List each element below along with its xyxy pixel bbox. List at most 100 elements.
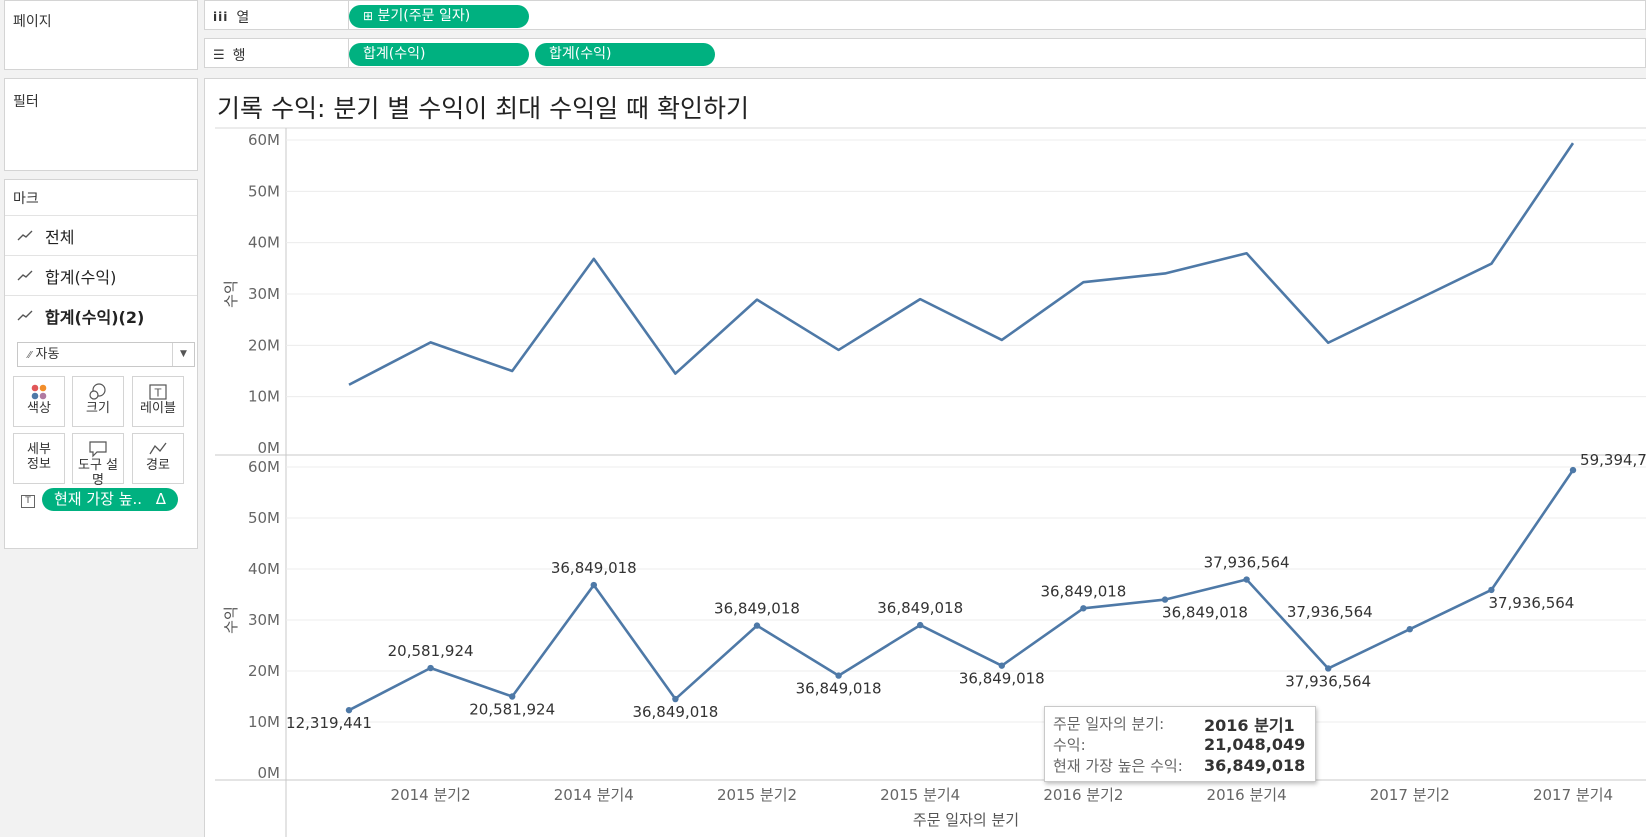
data-point	[1243, 576, 1250, 583]
data-label: 59,394,704	[1580, 451, 1646, 469]
data-point	[1161, 596, 1169, 603]
data-label: 36,849,018	[551, 559, 637, 577]
marks-title: 마크	[13, 191, 39, 207]
marks-row-sum-profit-2[interactable]: 합계(수익)(2)	[5, 295, 197, 335]
data-point	[1080, 605, 1087, 612]
color-button[interactable]: 색상	[13, 376, 65, 427]
data-point	[917, 621, 924, 629]
path-button[interactable]: 경로	[132, 433, 184, 484]
color-dots-icon	[14, 377, 64, 401]
rows-drop-area[interactable]: 합계(수익) 합계(수익)	[348, 39, 1645, 67]
detail-button-label-line: 세부 정보	[27, 442, 51, 472]
data-label: 36,849,018	[714, 600, 800, 618]
label-field-pill[interactable]: 현재 가장 높.. Δ	[42, 488, 178, 511]
marks-row-label: 합계(수익)(2)	[45, 307, 145, 327]
y-tick-label: 40M	[248, 234, 280, 252]
label-button-label: 레이블	[140, 401, 176, 416]
size-button[interactable]: 크기	[72, 376, 124, 427]
y-tick-label: 10M	[248, 713, 280, 731]
x-tick-label: 2015 분기4	[880, 786, 960, 804]
data-label: 36,849,018	[632, 703, 718, 721]
data-point	[590, 581, 597, 589]
pages-title: 페이지	[13, 14, 52, 30]
color-button-label: 색상	[27, 401, 51, 416]
svg-text:T: T	[154, 387, 162, 400]
x-tick-label: 2017 분기2	[1370, 786, 1450, 804]
data-point	[509, 693, 516, 700]
tooltip-value: 2016 분기1	[1204, 715, 1295, 735]
marks-row-label: 합계(수익)	[45, 267, 117, 287]
rows-shelf-label: ☰ 행	[213, 45, 246, 65]
line-mark-icon	[17, 230, 33, 240]
series-line	[348, 142, 1575, 386]
label-field-icon: T	[21, 495, 35, 508]
marks-row-all[interactable]: 전체	[5, 215, 197, 255]
data-label: 36,849,018	[877, 599, 963, 617]
tooltip: 주문 일자의 분기: 2016 분기1 수익: 21,048,049 현재 가장…	[1044, 706, 1316, 782]
data-label: 37,936,564	[1488, 594, 1574, 612]
data-label: 36,849,018	[1040, 582, 1126, 600]
data-point	[427, 664, 434, 672]
x-tick-label: 2014 분기4	[554, 786, 634, 804]
data-label: 37,936,564	[1285, 672, 1371, 690]
columns-shelf: iii 열 ⊞ 분기(주문 일자)	[204, 0, 1646, 30]
mark-type-value: 자동	[35, 347, 60, 362]
marks-row-label: 전체	[45, 227, 75, 247]
filters-panel[interactable]: 필터	[4, 78, 198, 171]
data-point	[672, 695, 679, 703]
rows-pill-sum-profit-2[interactable]: 합계(수익)	[535, 43, 715, 66]
marks-row-sum-profit[interactable]: 합계(수익)	[5, 255, 197, 295]
expand-icon: ⊞	[363, 9, 374, 23]
data-label: 20,581,924	[469, 701, 555, 719]
y-tick-label: 60M	[248, 458, 280, 476]
x-tick-label: 2016 분기4	[1207, 786, 1287, 804]
tooltip-key: 수익:	[1053, 736, 1086, 754]
data-label: 36,849,018	[1162, 604, 1248, 622]
detail-button[interactable]: 세부 정보	[13, 433, 65, 484]
y-axis-title: 수익	[222, 606, 240, 634]
tooltip-icon	[73, 434, 123, 458]
marks-panel: 마크 전체 합계(수익) 합계(수익)(2) ⁄⁄ 자동 ▼ 색상 크기 T 레…	[4, 179, 198, 549]
data-point	[1488, 586, 1495, 594]
data-label: 36,849,018	[959, 670, 1045, 688]
y-axis-title: 수익	[222, 280, 240, 308]
y-tick-label: 40M	[248, 560, 280, 578]
data-point	[753, 622, 761, 629]
y-tick-label: 30M	[248, 611, 280, 629]
tooltip-button[interactable]: 도구 설명	[72, 433, 124, 488]
tooltip-key: 주문 일자의 분기:	[1053, 715, 1165, 733]
tooltip-value: 36,849,018	[1204, 756, 1306, 775]
columns-icon: iii	[213, 10, 229, 24]
view-title: 기록 수익: 분기 별 수익이 최대 수익일 때 확인하기	[217, 94, 749, 123]
tooltip-button-label: 도구 설명	[77, 458, 118, 488]
tooltip-value: 21,048,049	[1204, 735, 1306, 754]
size-icon	[73, 377, 123, 401]
series-line	[348, 469, 1575, 712]
data-point	[835, 672, 842, 679]
data-label: 12,319,441	[286, 714, 372, 732]
mark-type-dropdown[interactable]: ⁄⁄ 자동 ▼	[17, 342, 195, 367]
detail-button-label: 세부 정보	[14, 434, 64, 472]
rows-pill-label: 합계(수익)	[549, 46, 612, 62]
y-tick-label: 50M	[248, 509, 280, 527]
data-label: 37,936,564	[1204, 554, 1290, 572]
worksheet-view[interactable]: 기록 수익: 분기 별 수익이 최대 수익일 때 확인하기	[204, 78, 1646, 837]
x-axis-title: 주문 일자의 분기	[913, 811, 1019, 829]
data-point	[1406, 625, 1414, 633]
columns-pill-quarter[interactable]: ⊞ 분기(주문 일자)	[349, 5, 529, 28]
data-label: 20,581,924	[388, 642, 474, 660]
rows-shelf: ☰ 행 합계(수익) 합계(수익)	[204, 38, 1646, 68]
columns-drop-area[interactable]: ⊞ 분기(주문 일자)	[348, 1, 1645, 29]
rows-pill-sum-profit[interactable]: 합계(수익)	[349, 43, 529, 66]
tooltip-row: 수익: 21,048,049	[1053, 734, 1307, 755]
data-point	[998, 662, 1005, 669]
tooltip-row: 현재 가장 높은 수익: 36,849,018	[1053, 755, 1307, 776]
path-button-label: 경로	[146, 458, 170, 473]
label-button[interactable]: T 레이블	[132, 376, 184, 427]
line-mark-icon	[17, 310, 33, 320]
y-tick-label: 20M	[248, 662, 280, 680]
label-field-pill-text: 현재 가장 높..	[54, 490, 143, 508]
x-tick-label: 2017 분기4	[1533, 786, 1613, 804]
tooltip-row: 주문 일자의 분기: 2016 분기1	[1053, 713, 1307, 735]
